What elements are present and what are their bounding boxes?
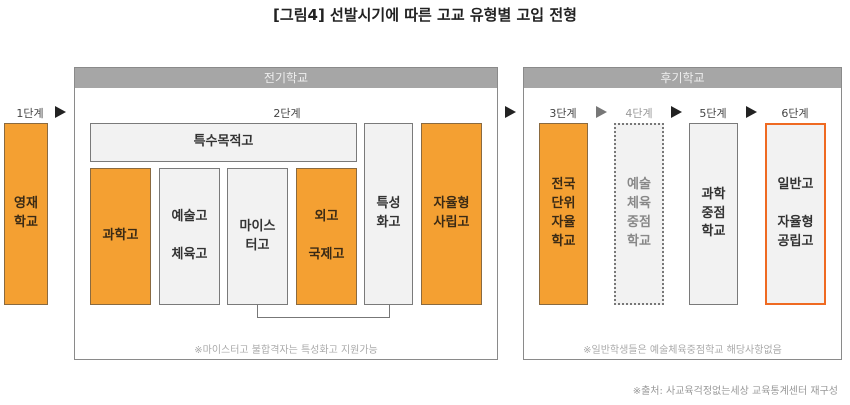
stage-3-label: 3단계 xyxy=(549,107,577,120)
box-science-focus: 과학 중점 학교 xyxy=(689,123,738,305)
stage-2-label: 2단계 xyxy=(273,107,301,120)
box-meister-high: 마이스 터고 xyxy=(227,168,288,305)
box-science-high: 과학고 xyxy=(90,168,151,305)
stage-5-label: 5단계 xyxy=(699,107,727,120)
stage-6-label: 6단계 xyxy=(781,107,809,120)
arrow-icon xyxy=(746,106,757,118)
box-national-autonomous: 전국 단위 자율 학교 xyxy=(539,123,588,305)
box-foreign-intl-high: 외고 국제고 xyxy=(296,168,357,305)
box-arts-sports-focus: 예술 체육 중점 학교 xyxy=(614,123,664,305)
stage-1-label: 1단계 xyxy=(16,107,44,120)
box-general-high: 일반고 자율형 공립고 xyxy=(765,123,826,305)
stage-4-label: 4단계 xyxy=(625,107,653,120)
box-specialized-high: 특성 화고 xyxy=(364,123,413,305)
box-private-autonomous: 자율형 사립고 xyxy=(421,123,482,305)
connector-line xyxy=(389,305,390,318)
early-schools-header: 전기학교 xyxy=(75,68,497,88)
box-gifted-school: 영재 학교 xyxy=(4,123,48,305)
connector-line xyxy=(257,317,390,318)
early-note: ※마이스터고 불합격자는 특성화고 지원가능 xyxy=(194,345,378,356)
late-note: ※일반학생들은 예술체육중점학교 해당사항없음 xyxy=(583,345,782,356)
arrow-icon xyxy=(671,106,682,118)
box-arts-sports-high: 예술고 체육고 xyxy=(159,168,220,305)
arrow-icon xyxy=(596,106,607,118)
arrow-icon xyxy=(55,106,66,118)
late-schools-header: 후기학교 xyxy=(524,68,841,88)
figure-title: [그림4] 선발시기에 따른 고교 유형별 고입 전형 xyxy=(273,6,577,24)
connector-line xyxy=(257,305,258,318)
source-note: ※출처: 사교육걱정없는세상 교육통계센터 재구성 xyxy=(632,386,838,397)
box-special-purpose: 특수목적고 xyxy=(90,123,357,162)
arrow-icon xyxy=(505,106,516,118)
